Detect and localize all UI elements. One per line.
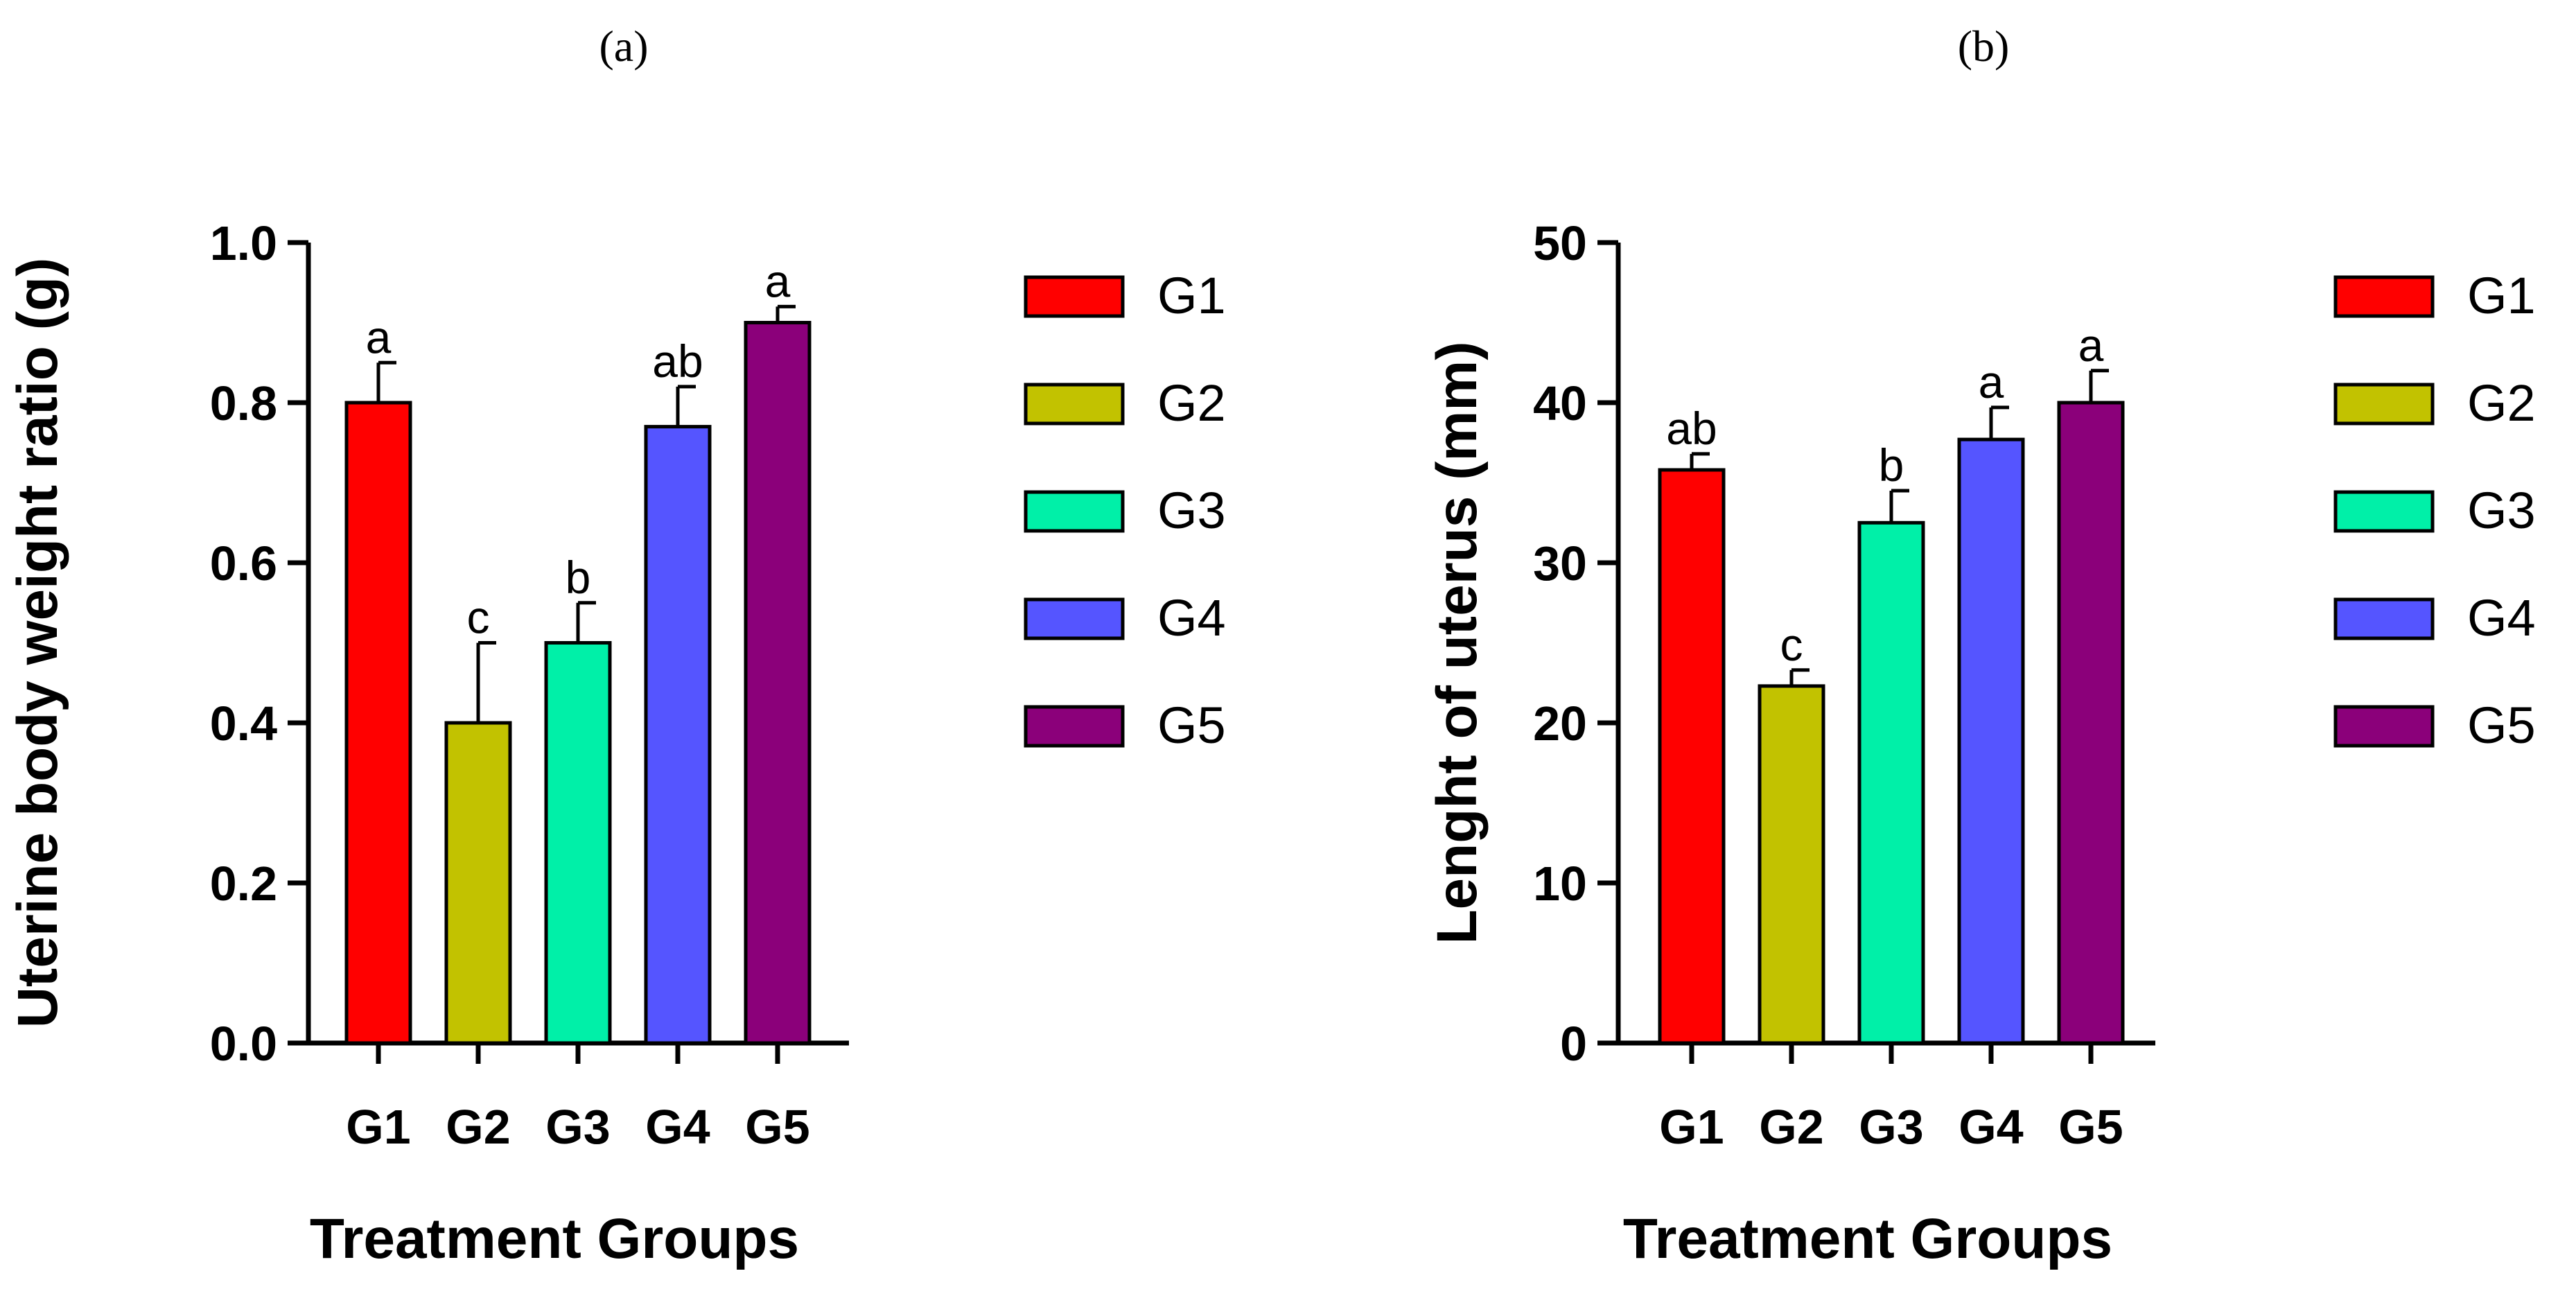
x-tick-label: G1 — [346, 1100, 410, 1154]
legend-swatch — [1024, 275, 1125, 318]
legend-swatch — [2333, 490, 2435, 533]
x-tick-label: G2 — [1759, 1100, 1823, 1154]
y-tick-label: 0.4 — [210, 697, 277, 751]
legend-label: G1 — [1157, 267, 1226, 324]
bar-g4 — [1957, 437, 2025, 1045]
y-tick-label: 0.8 — [210, 376, 277, 430]
x-tick-label: G4 — [645, 1100, 710, 1154]
legend-swatch — [2333, 597, 2435, 640]
significance-label: b — [1879, 439, 1904, 491]
y-axis-title: Lenght of uterus (mm) — [1426, 341, 1489, 944]
bar-g1 — [344, 401, 412, 1045]
legend-label: G2 — [2467, 374, 2536, 432]
bar-g3 — [1857, 520, 1925, 1045]
x-tick-label: G1 — [1659, 1100, 1724, 1154]
significance-label: ab — [1666, 403, 1717, 454]
legend-label: G5 — [2467, 697, 2536, 754]
y-tick-label: 0.2 — [210, 857, 277, 911]
panel-label: (b) — [1958, 21, 2010, 71]
legend-swatch — [1024, 383, 1125, 426]
legend-swatch — [1024, 597, 1125, 640]
significance-label: b — [566, 552, 591, 603]
bar-g5 — [2057, 401, 2125, 1045]
significance-label: c — [1780, 619, 1803, 670]
bar-g1 — [1658, 468, 1726, 1045]
chart-panel-a: (a) 0.0 0.2 0.4 0.6 0.8 1.0 a G1 c G2 b G3 ab G4 a G5 Ute… — [6, 21, 1226, 1270]
legend-swatch — [2333, 383, 2435, 426]
significance-label: ab — [652, 335, 703, 387]
x-axis-title: Treatment Groups — [310, 1207, 799, 1270]
significance-label: c — [467, 592, 490, 643]
legend-label: G1 — [2467, 267, 2536, 324]
x-tick-label: G4 — [1959, 1100, 2023, 1154]
y-tick-label: 50 — [1533, 216, 1587, 270]
legend-label: G3 — [2467, 482, 2536, 539]
x-tick-label: G5 — [745, 1100, 809, 1154]
y-tick-label: 10 — [1533, 857, 1587, 911]
chart-panel-b: (b) 0 10 20 30 40 50 ab G1 c G2 b G3 a G4 a G5 Lenght of … — [1426, 21, 2536, 1270]
legend-label: G4 — [1157, 589, 1226, 647]
x-axis-title: Treatment Groups — [1623, 1207, 2112, 1270]
x-tick-label: G2 — [446, 1100, 510, 1154]
significance-label: a — [2078, 319, 2104, 371]
legend-label: G4 — [2467, 589, 2536, 647]
y-tick-label: 1.0 — [210, 216, 277, 270]
y-tick-label: 0.0 — [210, 1017, 277, 1071]
y-tick-label: 20 — [1533, 697, 1587, 751]
significance-label: a — [366, 311, 392, 362]
significance-label: a — [1979, 356, 2004, 408]
y-tick-label: 0.6 — [210, 536, 277, 590]
legend-swatch — [1024, 705, 1125, 748]
bar-g2 — [1758, 684, 1825, 1045]
x-tick-label: G3 — [545, 1100, 610, 1154]
y-axis-title: Uterine body weight ratio (g) — [6, 258, 69, 1028]
y-tick-label: 40 — [1533, 376, 1587, 430]
significance-label: a — [765, 255, 791, 306]
bar-g4 — [644, 425, 712, 1045]
x-tick-label: G3 — [1859, 1100, 1923, 1154]
legend-label: G3 — [1157, 482, 1226, 539]
y-tick-label: 30 — [1533, 536, 1587, 590]
y-tick-label: 0 — [1560, 1017, 1587, 1071]
x-tick-label: G5 — [2058, 1100, 2123, 1154]
legend-swatch — [2333, 275, 2435, 318]
panel-label: (a) — [599, 21, 648, 71]
bar-g3 — [544, 641, 612, 1045]
legend-swatch — [1024, 490, 1125, 533]
legend-label: G5 — [1157, 697, 1226, 754]
bar-g2 — [444, 721, 512, 1045]
legend-label: G2 — [1157, 374, 1226, 432]
bar-g5 — [744, 321, 812, 1045]
legend-swatch — [2333, 705, 2435, 748]
